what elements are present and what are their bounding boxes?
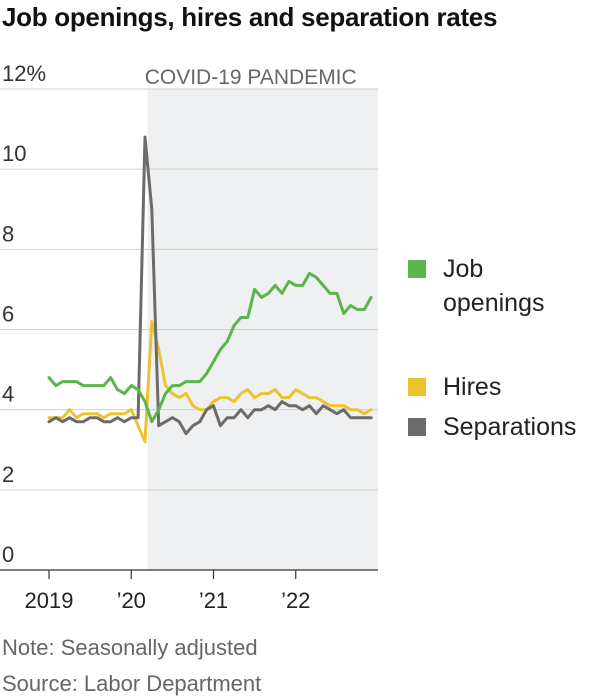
legend-label: Separations bbox=[443, 413, 577, 441]
legend-label: Hires bbox=[443, 373, 502, 401]
y-tick-label: 4 bbox=[2, 382, 14, 407]
x-tick-label: ’21 bbox=[199, 588, 228, 613]
pandemic-label: COVID-19 PANDEMIC bbox=[145, 66, 357, 89]
y-tick-label: 0 bbox=[2, 542, 14, 567]
legend-item-hires: Hires bbox=[408, 370, 501, 404]
series-line-job-openings bbox=[47, 271, 373, 424]
chart-title: Job openings, hires and separation rates bbox=[2, 2, 498, 32]
chart-note: Note: Seasonally adjusted bbox=[2, 635, 258, 660]
chart-source: Source: Labor Department bbox=[2, 671, 262, 696]
series-line-hires bbox=[47, 320, 373, 444]
y-tick-label: 2 bbox=[2, 462, 14, 487]
series-line-separations bbox=[47, 135, 373, 436]
y-tick-label: 8 bbox=[2, 221, 14, 246]
x-tick-label: ’20 bbox=[117, 588, 146, 613]
legend-item-job-openings: Job openings bbox=[408, 252, 544, 320]
line-chart: COVID-19 PANDEMIC 0 2 4 6 8 10 12% 2019 ’20 ’21 ’22 bbox=[0, 61, 378, 613]
legend-swatch bbox=[408, 378, 426, 396]
y-tick-label: 12% bbox=[2, 61, 46, 86]
y-tick-label: 10 bbox=[2, 141, 26, 166]
legend-item-separations: Separations bbox=[408, 410, 576, 444]
legend-label: Job openings bbox=[443, 255, 545, 317]
legend-swatch bbox=[408, 418, 426, 436]
x-tick-label: 2019 bbox=[25, 588, 74, 613]
y-tick-label: 6 bbox=[2, 302, 14, 327]
legend-swatch bbox=[408, 260, 426, 278]
x-tick-label: ’22 bbox=[281, 588, 310, 613]
